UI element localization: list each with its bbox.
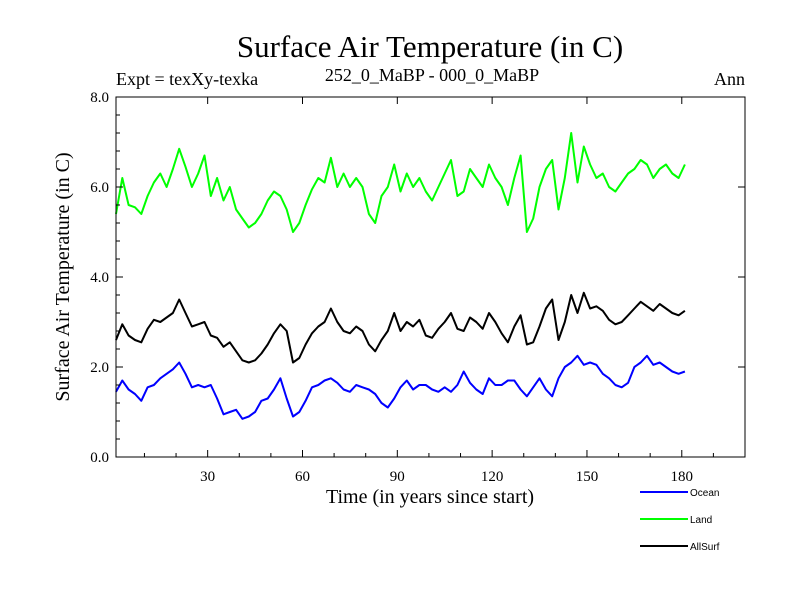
x-axis-label: Time (in years since start) [326, 486, 534, 508]
period-label: 252_0_MaBP - 000_0_MaBP [325, 65, 539, 85]
x-tick-label: 60 [295, 469, 310, 485]
plot-frame [115, 96, 746, 458]
series-line-allsurf [115, 291, 686, 364]
y-tick-label: 0.0 [90, 450, 109, 466]
x-tick-label: 30 [200, 469, 215, 485]
legend-label-allsurf: AllSurf [690, 542, 720, 553]
series-line-ocean [115, 354, 686, 420]
series-line-land [115, 132, 686, 233]
x-tick-label: 180 [671, 469, 694, 485]
experiment-label: Expt = texXy-texka [116, 69, 258, 89]
x-tick-label: 120 [481, 469, 504, 485]
x-tick-label: 90 [390, 469, 405, 485]
y-tick-label: 6.0 [90, 180, 109, 196]
y-tick-label: 4.0 [90, 270, 109, 286]
season-label: Ann [714, 69, 745, 89]
series-layer [115, 132, 686, 420]
y-tick-label: 2.0 [90, 360, 109, 376]
legend: Ocean Land AllSurf [640, 488, 720, 553]
chart-title: Surface Air Temperature (in C) [237, 29, 623, 64]
legend-label-ocean: Ocean [690, 488, 719, 499]
legend-label-land: Land [690, 515, 712, 526]
y-tick-label: 8.0 [90, 90, 109, 106]
ticks-layer: 30 60 90 120 150 180 0.0 2.0 4.0 6.0 8.0 [90, 90, 746, 485]
x-tick-label: 150 [576, 469, 599, 485]
y-axis-label: Surface Air Temperature (in C) [52, 152, 74, 401]
